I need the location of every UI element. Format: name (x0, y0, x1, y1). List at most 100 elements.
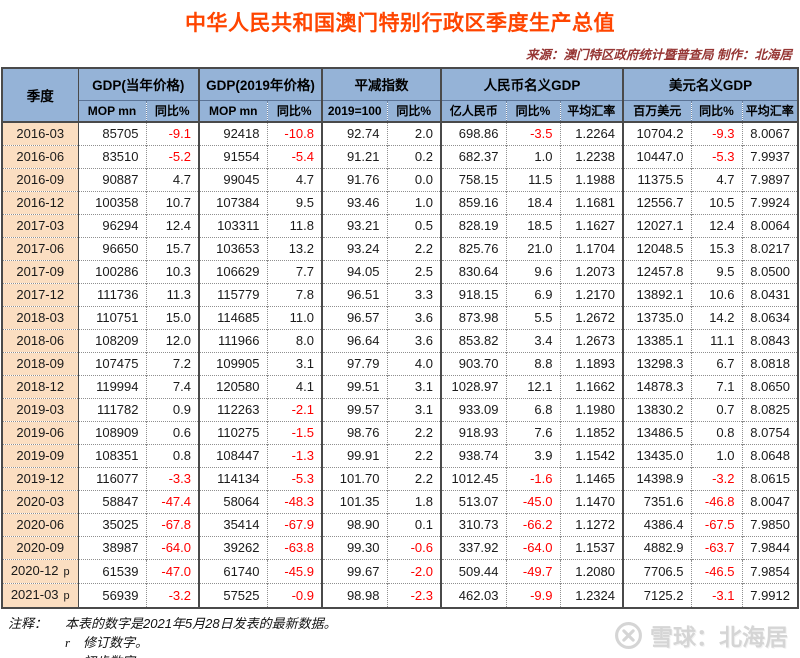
value-cell: 120580 (198, 375, 267, 399)
value-cell: 3.4 (505, 329, 560, 353)
table-row: 2016-06 83510 -5.2 91554 -5.4 91.21 0.2 682.37 1… (1, 145, 798, 169)
watermark: 雪球：北海居 (614, 618, 788, 652)
value-cell: -67.5 (690, 513, 742, 537)
value-cell: 11.8 (266, 214, 322, 238)
table-row: 2021-03 p 56939 -3.2 57525 -0.9 98.98 -2.3 462.0… (1, 583, 798, 608)
preliminary-marker: p (63, 590, 70, 602)
subheader-yoy-current: 同比% (145, 99, 199, 122)
value-cell: -3.1 (690, 583, 742, 608)
value-cell: 933.09 (440, 398, 506, 422)
value-cell: 1.8 (386, 490, 441, 514)
value-cell: 91.76 (321, 168, 387, 192)
value-cell: -5.3 (690, 145, 742, 169)
value-cell: 0.5 (386, 214, 441, 238)
value-cell: 58847 (77, 490, 146, 514)
value-cell: 1.1272 (559, 513, 623, 537)
value-cell: -48.3 (266, 490, 322, 514)
value-cell: 115779 (198, 283, 267, 307)
value-cell: 98.90 (321, 513, 387, 537)
quarter-cell: 2019-06 (1, 421, 78, 445)
value-cell: 9.5 (266, 191, 322, 215)
value-cell: 698.86 (440, 122, 506, 146)
value-cell: 99.67 (321, 559, 387, 584)
value-cell: 15.3 (690, 237, 742, 261)
value-cell: 8.0818 (741, 352, 798, 376)
value-cell: 14398.9 (622, 467, 691, 491)
value-cell: 830.64 (440, 260, 506, 284)
value-cell: 101.70 (321, 467, 387, 491)
value-cell: 91.21 (321, 145, 387, 169)
value-cell: 11.3 (145, 283, 199, 307)
value-cell: -0.9 (266, 583, 322, 608)
value-cell: 918.15 (440, 283, 506, 307)
value-cell: 99045 (198, 168, 267, 192)
value-cell: 96294 (77, 214, 146, 238)
footnotes: 注释： 本表的数字是2021年5月28日发表的最新数据。 r 修订数字。 p 初… (0, 609, 800, 658)
value-cell: 8.0 (266, 329, 322, 353)
value-cell: 918.93 (440, 421, 506, 445)
value-cell: 58064 (198, 490, 267, 514)
value-cell: 10.3 (145, 260, 199, 284)
value-cell: -46.5 (690, 559, 742, 584)
value-cell: 1.2073 (559, 260, 623, 284)
quarter-cell: 2020-09 (1, 536, 78, 560)
value-cell: 6.7 (690, 352, 742, 376)
value-cell: 110751 (77, 306, 146, 330)
value-cell: -3.2 (145, 583, 199, 608)
quarter-cell: 2018-06 (1, 329, 78, 353)
value-cell: 2.2 (386, 467, 441, 491)
value-cell: 18.4 (505, 191, 560, 215)
value-cell: 9.5 (690, 260, 742, 284)
value-cell: 9.6 (505, 260, 560, 284)
value-cell: 103311 (198, 214, 267, 238)
value-cell: 14.2 (690, 306, 742, 330)
value-cell: 1.2324 (559, 583, 623, 608)
value-cell: 0.9 (145, 398, 199, 422)
value-cell: 98.98 (321, 583, 387, 608)
value-cell: 97.79 (321, 352, 387, 376)
value-cell: -9.3 (690, 122, 742, 146)
value-cell: 38987 (77, 536, 146, 560)
value-cell: 10.6 (690, 283, 742, 307)
value-cell: 7.8 (266, 283, 322, 307)
value-cell: 111966 (198, 329, 267, 353)
value-cell: 96.57 (321, 306, 387, 330)
table-row: 2020-03 58847 -47.4 58064 -48.3 101.35 1.8 513.… (1, 490, 798, 514)
subheader-deflator-yoy: 同比% (386, 99, 441, 122)
table-row: 2018-09 107475 7.2 109905 3.1 97.79 4.0 903.70 8… (1, 352, 798, 376)
value-cell: 111736 (77, 283, 146, 307)
value-cell: 7.4 (145, 375, 199, 399)
value-cell: 10.5 (690, 191, 742, 215)
value-cell: -1.6 (505, 467, 560, 491)
value-cell: 337.92 (440, 536, 506, 560)
quarter-cell: 2019-03 (1, 398, 78, 422)
value-cell: 12457.8 (622, 260, 691, 284)
value-cell: 6.8 (505, 398, 560, 422)
value-cell: 108351 (77, 444, 146, 468)
value-cell: 8.0825 (741, 398, 798, 422)
value-cell: 310.73 (440, 513, 506, 537)
value-cell: 119994 (77, 375, 146, 399)
value-cell: 10447.0 (622, 145, 691, 169)
value-cell: 57525 (198, 583, 267, 608)
value-cell: 1.1542 (559, 444, 623, 468)
value-cell: 853.82 (440, 329, 506, 353)
value-cell: 873.98 (440, 306, 506, 330)
value-cell: -2.0 (386, 559, 441, 584)
value-cell: 1.2238 (559, 145, 623, 169)
value-cell: 21.0 (505, 237, 560, 261)
quarter-cell: 2020-12 p (1, 559, 78, 584)
value-cell: 100358 (77, 191, 146, 215)
value-cell: 114685 (198, 306, 267, 330)
value-cell: 12048.5 (622, 237, 691, 261)
col-group-gdp-current-price: GDP(当年价格) (77, 68, 199, 100)
value-cell: -45.0 (505, 490, 560, 514)
col-group-rmb-nominal-gdp: 人民币名义GDP (440, 68, 623, 100)
value-cell: 7.9850 (741, 513, 798, 537)
value-cell: 12.1 (505, 375, 560, 399)
value-cell: 1.0 (386, 191, 441, 215)
value-cell: -5.2 (145, 145, 199, 169)
quarter-cell: 2017-06 (1, 237, 78, 261)
value-cell: 0.6 (145, 421, 199, 445)
value-cell: 509.44 (440, 559, 506, 584)
